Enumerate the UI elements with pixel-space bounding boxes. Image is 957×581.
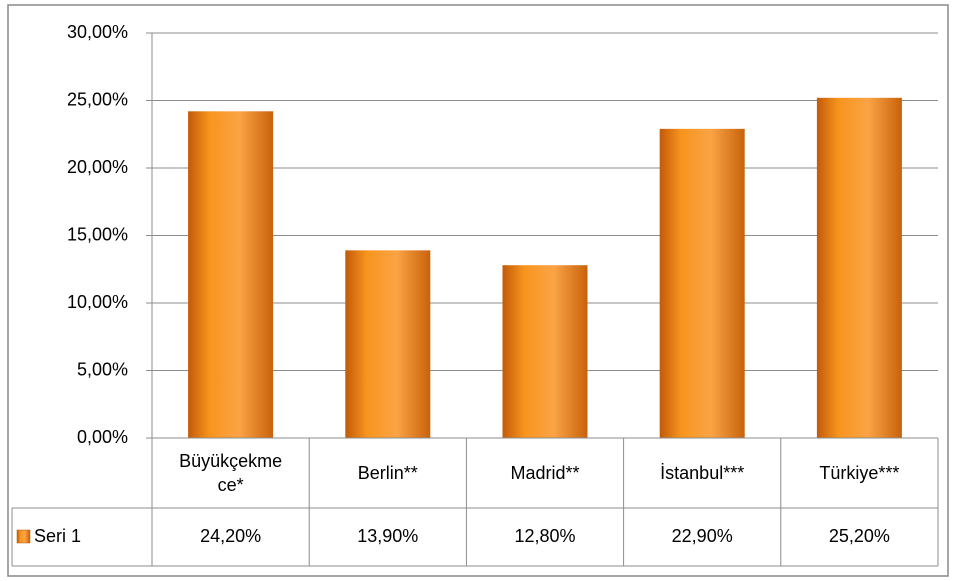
x-tick-label: Türkiye***: [819, 463, 900, 483]
y-tick-label: 20,00%: [67, 157, 128, 177]
legend-swatch: [16, 529, 31, 544]
x-tick-label: İstanbul***: [660, 463, 745, 483]
y-tick-label: 5,00%: [77, 359, 128, 379]
x-tick-cell: Madrid**: [510, 463, 580, 483]
y-tick-label: 10,00%: [67, 292, 128, 312]
y-tick-label: 15,00%: [67, 224, 128, 244]
x-tick-cell: Türkiye***: [819, 463, 900, 483]
x-tick-cell: Berlin**: [357, 463, 418, 483]
data-label: 24,20%: [200, 526, 261, 546]
y-tick-label: 25,00%: [67, 89, 128, 109]
legend-label: Seri 1: [34, 526, 81, 546]
bar: [345, 250, 431, 438]
x-tick-cell: İstanbul***: [660, 463, 745, 483]
data-label: 25,20%: [829, 526, 890, 546]
x-tick-label: Büyükçekmece*: [179, 451, 283, 495]
x-tick-label: Madrid**: [510, 463, 580, 483]
data-label: 12,80%: [514, 526, 575, 546]
bar: [188, 111, 274, 439]
y-tick-label: 30,00%: [67, 22, 128, 42]
bar: [816, 97, 902, 439]
bar: [502, 265, 588, 438]
data-label: 22,90%: [672, 526, 733, 546]
x-tick-cell: Büyükçekmece*: [179, 451, 283, 495]
x-tick-label: Berlin**: [357, 463, 418, 483]
bar: [659, 128, 745, 438]
y-tick-label: 0,00%: [77, 427, 128, 447]
data-label: 13,90%: [357, 526, 418, 546]
